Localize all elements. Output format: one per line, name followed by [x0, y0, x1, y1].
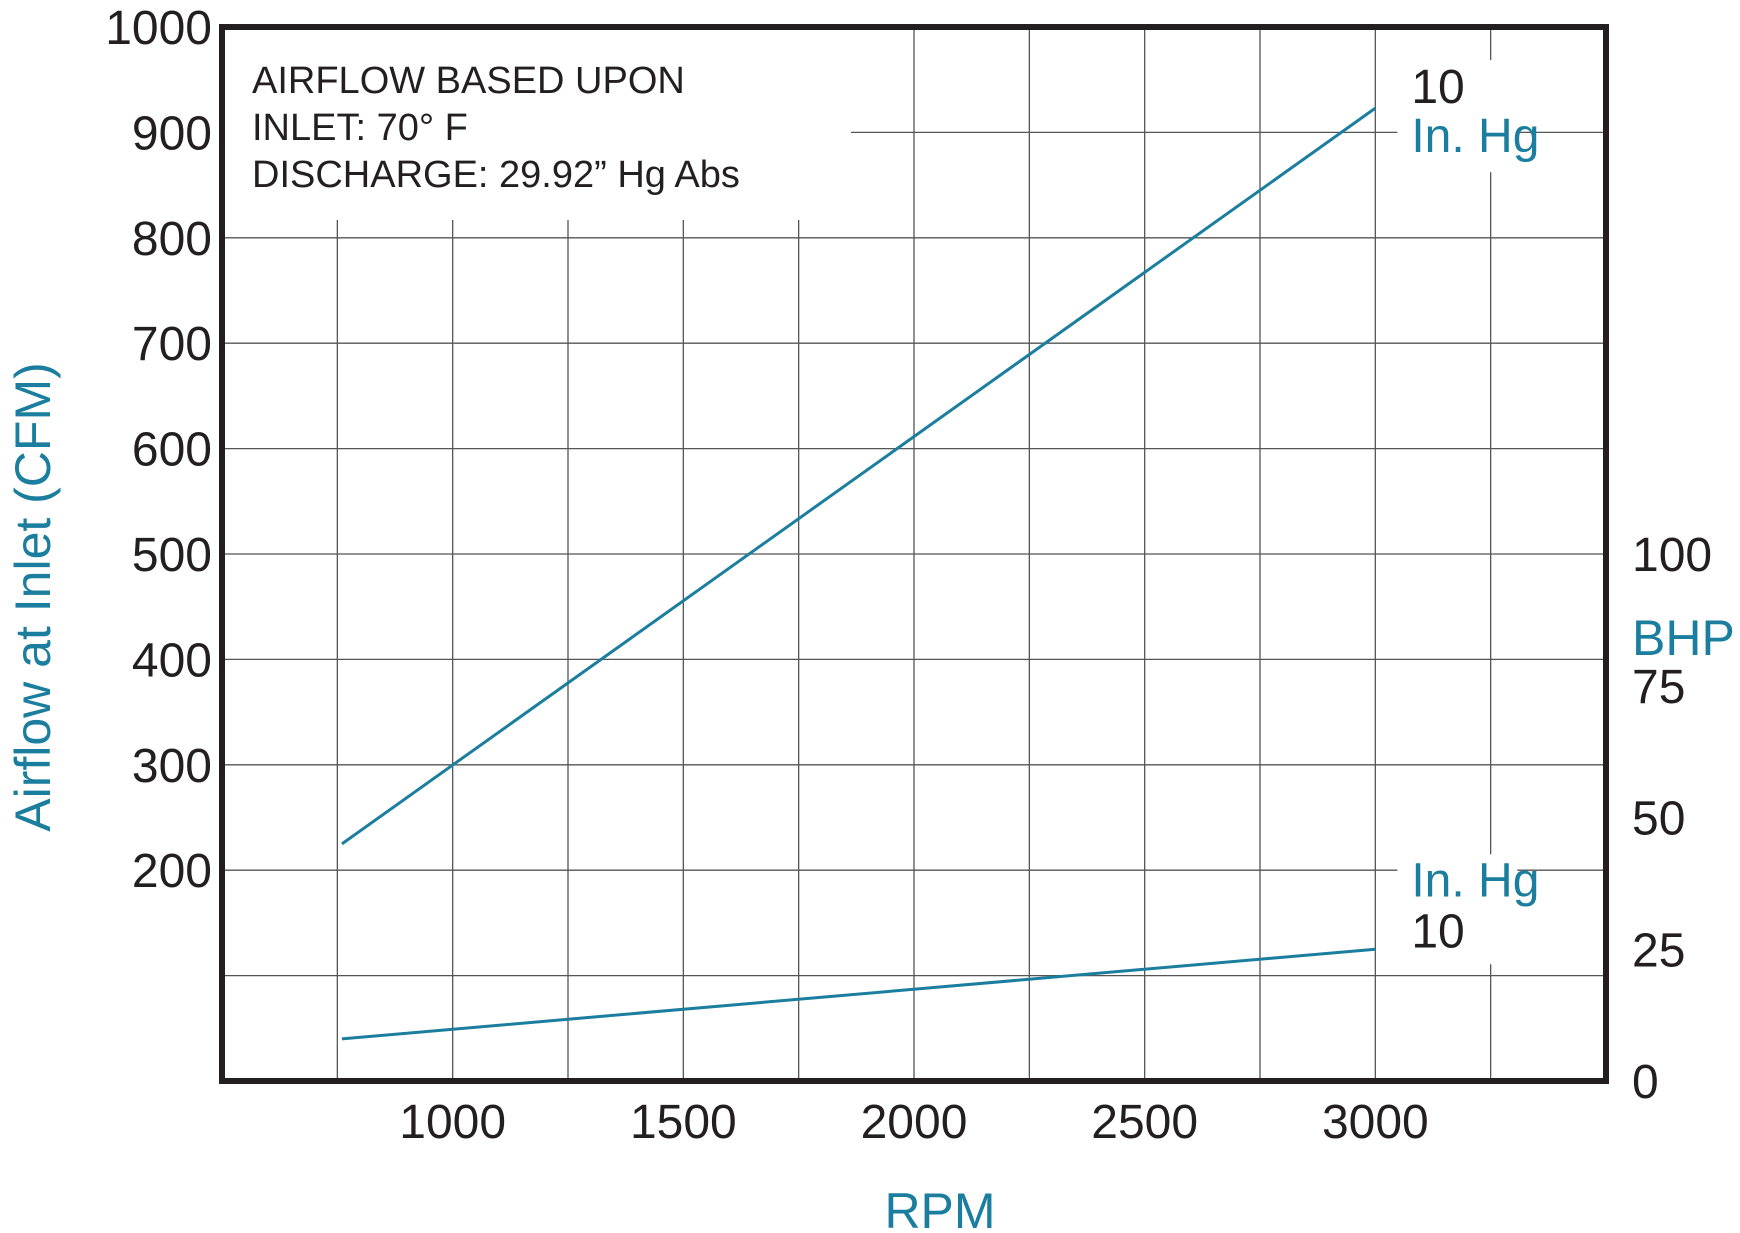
y2-axis-title: BHP [1632, 610, 1735, 666]
y2-tick-label: 25 [1632, 924, 1685, 977]
y-tick-label: 900 [132, 107, 212, 160]
y2-tick-label: 75 [1632, 661, 1685, 714]
y-tick-label: 1000 [105, 2, 212, 55]
series-lines [341, 106, 1377, 1041]
airflow-label-value: 10 [1411, 61, 1464, 114]
y-axis-ticks: 200 300 400 500 600 700 800 900 1000 [105, 2, 212, 898]
bhp-label-value: 10 [1411, 905, 1464, 958]
y-tick-label: 300 [132, 740, 212, 793]
airflow-label-unit: In. Hg [1411, 110, 1539, 163]
x-axis-title: RPM [884, 1183, 995, 1233]
x-tick-label: 2500 [1091, 1096, 1198, 1149]
y2-axis-ticks: 0 25 50 75 100 [1632, 529, 1712, 1109]
y2-tick-label: 50 [1632, 793, 1685, 846]
note-line-2: INLET: 70° F [252, 107, 468, 149]
y-tick-label: 800 [132, 213, 212, 266]
bhp-label-bg [1397, 854, 1518, 965]
airflow-label-bg [1397, 60, 1518, 173]
x-tick-label: 1500 [630, 1096, 737, 1149]
y-tick-label: 200 [132, 845, 212, 898]
bhp-label-unit: In. Hg [1411, 854, 1539, 907]
x-tick-label: 2000 [861, 1096, 968, 1149]
y2-tick-label: 0 [1632, 1056, 1659, 1109]
y-tick-label: 500 [132, 529, 212, 582]
y2-tick-label: 100 [1632, 529, 1712, 582]
bhp-series-line [341, 947, 1376, 1041]
y-axis-title: Airflow at Inlet (CFM) [5, 362, 61, 832]
x-axis-ticks: 1000 1500 2000 2500 3000 [399, 1096, 1428, 1149]
x-tick-label: 3000 [1322, 1096, 1429, 1149]
note-line-3: DISCHARGE: 29.92” Hg Abs [252, 154, 740, 196]
y-tick-label: 700 [132, 318, 212, 371]
airflow-series-line [341, 106, 1377, 846]
grid-lines [222, 27, 1606, 1081]
plot-frame [219, 24, 1609, 1084]
y-tick-label: 400 [132, 634, 212, 687]
x-tick-label: 1000 [399, 1096, 506, 1149]
note-line-1: AIRFLOW BASED UPON [252, 60, 685, 102]
note-box: AIRFLOW BASED UPON INLET: 70° F DISCHARG… [225, 30, 851, 220]
y-tick-label: 600 [132, 424, 212, 477]
